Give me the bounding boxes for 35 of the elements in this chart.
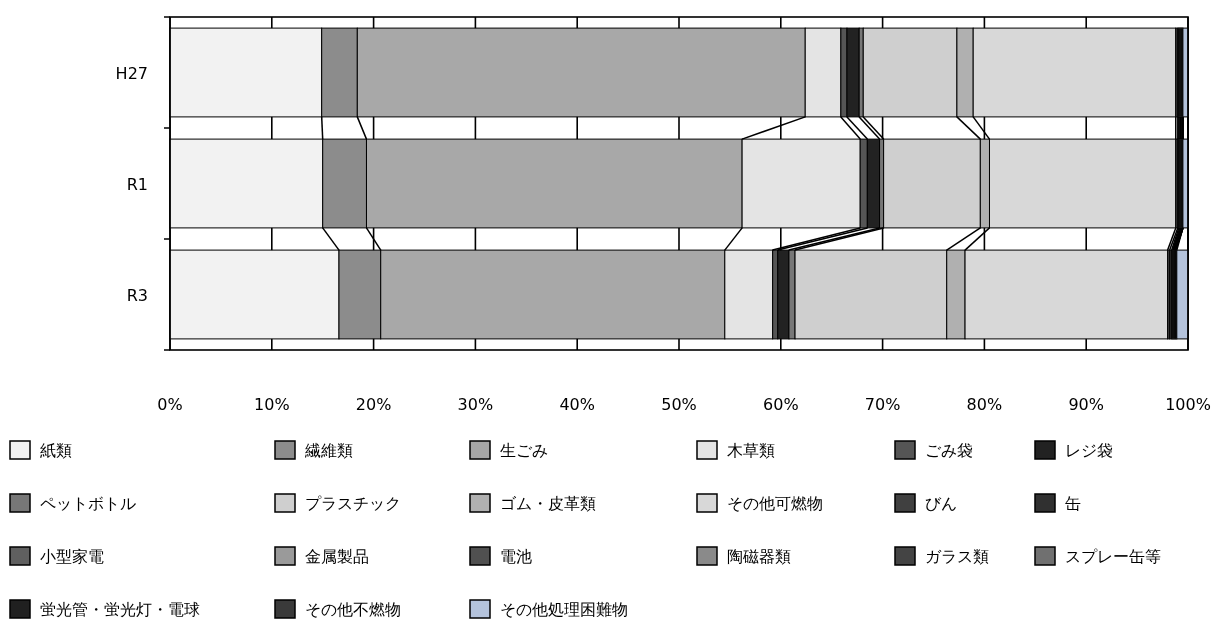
legend-label: ゴム・皮革類 <box>500 494 596 513</box>
legend-label: 蛍光管・蛍光灯・電球 <box>40 600 200 619</box>
legend-label: 木草類 <box>727 441 775 460</box>
x-tick-label: 100% <box>1165 395 1211 414</box>
legend-label: その他不燃物 <box>305 600 401 619</box>
legend-label: 生ごみ <box>500 441 548 460</box>
legend-label: 缶 <box>1065 494 1081 513</box>
x-tick-label: 70% <box>864 395 901 414</box>
legend-label: ペットボトル <box>40 494 136 513</box>
legend-label: その他処理困難物 <box>500 600 628 619</box>
legend-label: 電池 <box>500 547 532 566</box>
legend-label: 金属製品 <box>305 547 369 566</box>
x-tick-label: 0% <box>157 395 183 414</box>
x-tick-label: 90% <box>1068 395 1104 414</box>
y-tick-label: H27 <box>115 63 148 83</box>
y-tick-label: R1 <box>126 174 148 194</box>
legend-label: ガラス類 <box>925 547 989 566</box>
legend-label: 紙類 <box>40 441 72 460</box>
legend-label: びん <box>925 494 957 513</box>
x-tick-label: 60% <box>763 395 799 414</box>
legend-label: 繊維類 <box>304 441 353 460</box>
x-tick-label: 50% <box>661 395 697 414</box>
y-tick-label: R3 <box>126 285 148 305</box>
x-tick-label: 40% <box>559 395 595 414</box>
legend-label: 陶磁器類 <box>727 547 791 566</box>
legend-label: その他可燃物 <box>727 494 823 513</box>
x-tick-label: 10% <box>254 395 290 414</box>
legend-label: レジ袋 <box>1065 441 1113 460</box>
legend-label: 小型家電 <box>40 547 104 566</box>
legend-label: プラスチック <box>305 494 401 513</box>
legend-label: ごみ袋 <box>925 441 973 460</box>
x-tick-label: 20% <box>355 395 392 414</box>
x-tick-label: 30% <box>457 395 494 414</box>
legend-label: スプレー缶等 <box>1065 547 1161 566</box>
x-tick-label: 80% <box>966 395 1003 414</box>
